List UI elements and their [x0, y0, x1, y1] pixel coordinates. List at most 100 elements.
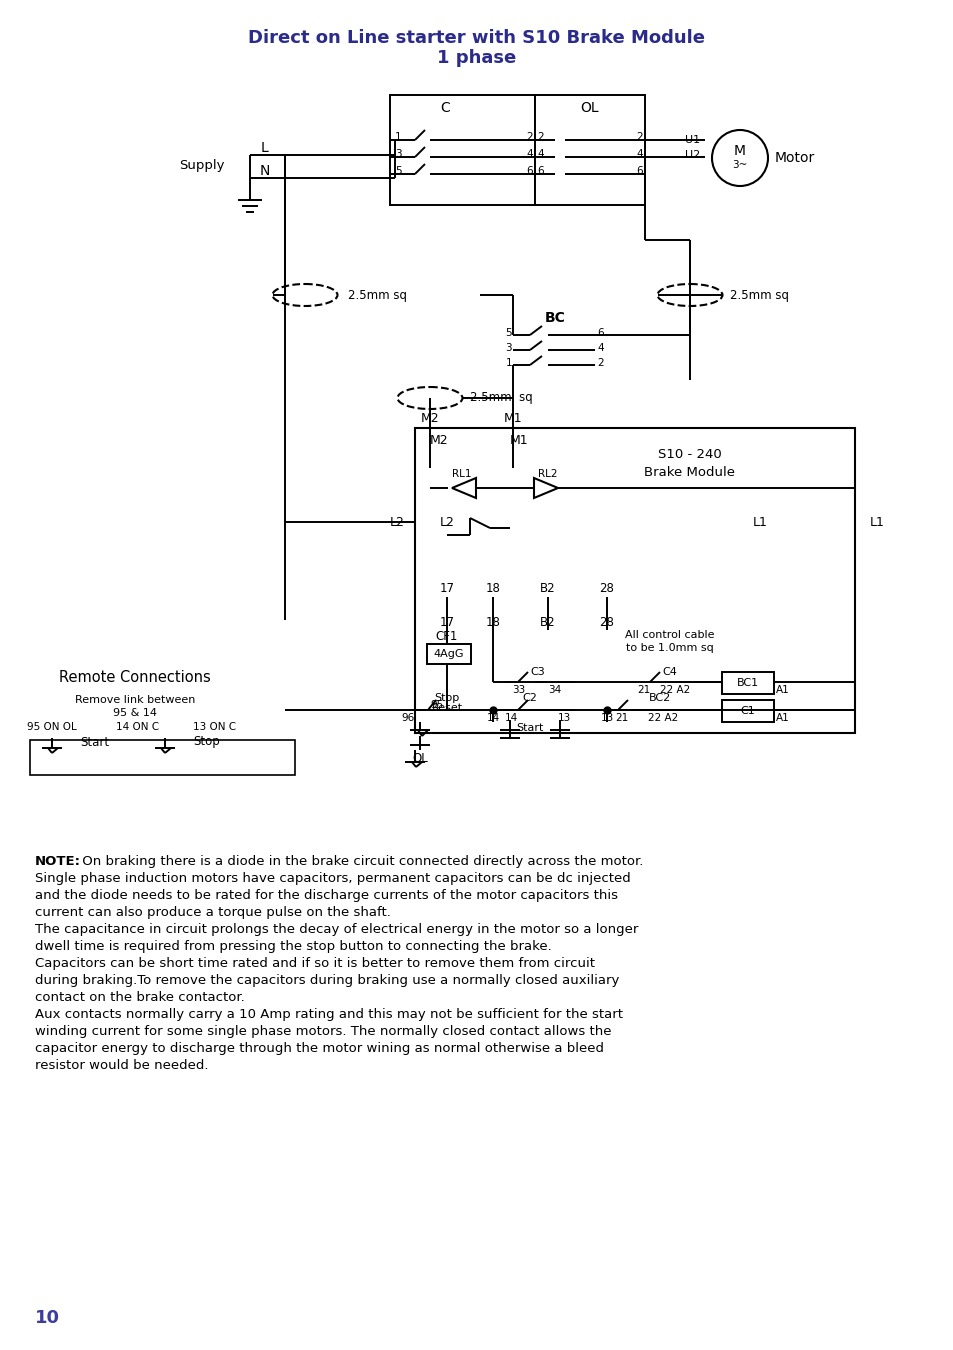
Text: RL1: RL1	[452, 468, 471, 479]
Text: L1: L1	[869, 516, 884, 528]
Text: M2: M2	[420, 412, 438, 424]
Text: 95: 95	[430, 701, 443, 710]
Text: contact on the brake contactor.: contact on the brake contactor.	[35, 991, 245, 1004]
Text: A1: A1	[775, 684, 789, 695]
Text: C: C	[439, 101, 450, 115]
Bar	[42, 755, 68, 770]
Text: RL2: RL2	[537, 468, 558, 479]
Text: Brake Module: Brake Module	[644, 466, 735, 478]
Text: 1: 1	[505, 358, 512, 369]
Text: 18: 18	[485, 582, 500, 594]
Text: On braking there is a diode in the brake circuit connected directly across the m: On braking there is a diode in the brake…	[78, 855, 642, 868]
Text: Supply: Supply	[179, 158, 225, 171]
Text: B2: B2	[539, 582, 556, 594]
Bar	[30, 740, 294, 775]
Text: 2: 2	[526, 132, 533, 142]
Text: BC2: BC2	[648, 693, 670, 703]
Text: 14 ON C: 14 ON C	[116, 722, 159, 732]
Bar	[721, 672, 773, 694]
Text: 2.5mm sq: 2.5mm sq	[348, 289, 407, 301]
Text: 95 ON OL: 95 ON OL	[27, 722, 77, 732]
Text: 10: 10	[35, 1310, 60, 1327]
Text: 4AgG: 4AgG	[434, 649, 464, 659]
Text: winding current for some single phase motors. The normally closed contact allows: winding current for some single phase mo…	[35, 1025, 611, 1038]
Text: OL: OL	[580, 101, 598, 115]
Text: 1 phase: 1 phase	[436, 49, 517, 68]
Text: 28: 28	[598, 616, 614, 629]
Text: BC: BC	[544, 310, 565, 325]
Text: 13: 13	[599, 713, 613, 724]
Text: 96: 96	[401, 713, 415, 724]
Text: Reset: Reset	[431, 703, 462, 713]
Text: to be 1.0mm sq: to be 1.0mm sq	[625, 643, 713, 653]
Text: 22 A2: 22 A2	[647, 713, 678, 724]
Bar	[154, 755, 181, 770]
Text: Single phase induction motors have capacitors, permanent capacitors can be dc in: Single phase induction motors have capac…	[35, 872, 630, 886]
Text: L2: L2	[390, 516, 405, 528]
Text: M2: M2	[430, 433, 448, 447]
Text: resistor would be needed.: resistor would be needed.	[35, 1058, 209, 1072]
Text: Aux contacts normally carry a 10 Amp rating and this may not be sufficient for t: Aux contacts normally carry a 10 Amp rat…	[35, 1008, 622, 1021]
Text: 95 & 14: 95 & 14	[112, 707, 157, 718]
Text: All control cable: All control cable	[624, 630, 714, 640]
Text: 18: 18	[485, 616, 500, 629]
Text: Start: Start	[516, 724, 543, 733]
Text: CF1: CF1	[436, 630, 457, 644]
Text: U2: U2	[684, 150, 700, 161]
Text: B2: B2	[539, 616, 556, 629]
Text: 21: 21	[615, 713, 628, 724]
Text: Stop: Stop	[193, 736, 219, 748]
Text: 3~: 3~	[732, 161, 747, 170]
Text: 6: 6	[597, 328, 603, 338]
Text: 5: 5	[395, 166, 401, 176]
Text: 6: 6	[636, 166, 642, 176]
Text: M1: M1	[510, 433, 528, 447]
Text: and the diode needs to be rated for the discharge currents of the motor capacito: and the diode needs to be rated for the …	[35, 890, 618, 902]
Text: 34: 34	[547, 684, 560, 695]
Text: 2: 2	[636, 132, 642, 142]
Text: N: N	[259, 163, 270, 178]
Text: Motor: Motor	[774, 151, 815, 165]
Text: 6: 6	[537, 166, 543, 176]
Text: Start: Start	[80, 736, 109, 748]
Text: L1: L1	[752, 516, 766, 528]
Text: Stop: Stop	[434, 693, 459, 703]
Text: U1: U1	[684, 135, 700, 144]
Text: 4: 4	[597, 343, 603, 352]
Text: Direct on Line starter with S10 Brake Module: Direct on Line starter with S10 Brake Mo…	[248, 28, 705, 47]
Text: current can also produce a torque pulse on the shaft.: current can also produce a torque pulse …	[35, 906, 391, 919]
Text: 1: 1	[395, 132, 401, 142]
Text: during braking.To remove the capacitors during braking use a normally closed aux: during braking.To remove the capacitors …	[35, 973, 618, 987]
Text: 22 A2: 22 A2	[659, 684, 690, 695]
Text: 2: 2	[537, 132, 543, 142]
Text: OL: OL	[412, 752, 428, 764]
Text: C3: C3	[530, 667, 545, 676]
Bar	[721, 701, 773, 722]
Text: M: M	[733, 144, 745, 158]
Text: 2.5mm  sq: 2.5mm sq	[470, 392, 532, 405]
Text: 4: 4	[537, 148, 543, 159]
Bar	[427, 644, 471, 664]
Text: C2: C2	[522, 693, 537, 703]
Text: 4: 4	[636, 148, 642, 159]
Text: NOTE:: NOTE:	[35, 855, 81, 868]
Bar	[415, 428, 854, 733]
Text: Remote Connections: Remote Connections	[59, 671, 211, 686]
Text: C1: C1	[740, 706, 755, 716]
Text: 17: 17	[439, 582, 454, 594]
Text: The capacitance in circuit prolongs the decay of electrical energy in the motor : The capacitance in circuit prolongs the …	[35, 923, 638, 936]
Text: L: L	[261, 140, 269, 155]
Text: 3: 3	[505, 343, 512, 352]
Text: 4: 4	[526, 148, 533, 159]
Text: 3: 3	[395, 148, 401, 159]
Text: 2.5mm sq: 2.5mm sq	[729, 289, 788, 301]
Text: 14: 14	[504, 713, 517, 724]
Text: Remove link between: Remove link between	[74, 695, 195, 705]
Text: 33: 33	[512, 684, 525, 695]
Text: 2: 2	[597, 358, 603, 369]
Text: 13 ON C: 13 ON C	[193, 722, 236, 732]
Text: 17: 17	[439, 616, 454, 629]
Text: C4: C4	[662, 667, 677, 676]
Text: 21: 21	[637, 684, 650, 695]
Text: A1: A1	[775, 713, 789, 724]
